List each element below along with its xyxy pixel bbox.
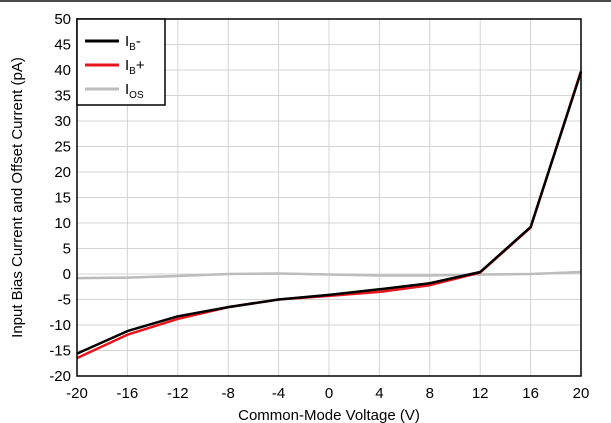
x-tick-label: -4 — [272, 385, 285, 402]
x-tick-label: 8 — [426, 385, 434, 402]
legend-entry-label: IB- — [125, 33, 141, 53]
y-tick-label: 40 — [54, 62, 71, 79]
legend: IB- IB+ IOS — [76, 18, 166, 106]
y-tick-label: 25 — [54, 139, 71, 156]
x-tick-labels: -20 -16 -12 -8 -4 0 4 8 12 16 20 — [66, 385, 589, 402]
x-tick-label: -8 — [222, 385, 235, 402]
y-tick-label: 35 — [54, 88, 71, 105]
y-tick-label: 30 — [54, 113, 71, 130]
y-tick-labels: -20 -15 -10 -5 0 5 10 15 20 25 30 35 40 45 50 — [49, 11, 71, 385]
y-tick-label: 0 — [63, 266, 71, 283]
x-tick-label: -12 — [167, 385, 189, 402]
legend-entry-label: IB+ — [125, 57, 145, 77]
top-border-rule — [0, 0, 611, 2]
legend-box — [76, 18, 166, 106]
y-tick-label: 45 — [54, 37, 71, 54]
x-axis-label: Common-Mode Voltage (V) — [238, 407, 420, 423]
x-tick-label: 0 — [325, 385, 333, 402]
series-line-1 — [76, 71, 583, 355]
y-tick-label: 20 — [54, 164, 71, 181]
x-tick-label: 12 — [472, 385, 489, 402]
x-tick-label: -16 — [117, 385, 139, 402]
y-tick-label: 50 — [54, 11, 71, 28]
x-tick-label: 4 — [375, 385, 383, 402]
y-tick-label: 15 — [54, 190, 71, 207]
y-tick-label: 10 — [54, 215, 71, 232]
y-tick-label: 5 — [63, 241, 71, 258]
y-tick-label: -20 — [49, 368, 71, 385]
legend-entry-label: IOS — [125, 81, 144, 101]
x-tick-label: -20 — [66, 385, 88, 402]
series-lines — [76, 70, 583, 360]
y-tick-label: -15 — [49, 343, 71, 360]
series-line-3 — [76, 270, 582, 280]
plot-frame — [76, 18, 582, 377]
y-tick-label: -10 — [49, 317, 71, 334]
y-tick-label: -5 — [58, 292, 71, 309]
x-tick-label: 20 — [573, 385, 590, 402]
x-tick-label: 16 — [522, 385, 539, 402]
y-axis-label: Input Bias Current and Offset Current (p… — [9, 57, 26, 338]
